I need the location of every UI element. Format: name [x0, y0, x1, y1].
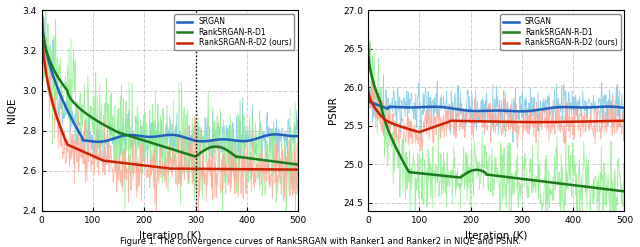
Y-axis label: PSNR: PSNR [328, 97, 338, 124]
SRGAN [364, 100, 372, 103]
SRGAN [517, 110, 525, 113]
X-axis label: Iteration (K): Iteration (K) [139, 230, 201, 240]
RankSRGAN-R-D1 [161, 145, 169, 148]
RankSRGAN-R-D2 (ours) [517, 121, 525, 124]
SRGAN [503, 109, 511, 112]
RankSRGAN-R-D1 [159, 145, 167, 148]
RankSRGAN-R-D2 (ours) [621, 119, 628, 122]
Line: SRGAN: SRGAN [368, 101, 625, 111]
SRGAN [38, 13, 45, 16]
RankSRGAN-R-D2 (ours) [294, 168, 302, 171]
RankSRGAN-R-D1 [191, 155, 198, 158]
SRGAN [615, 106, 623, 109]
SRGAN [486, 109, 493, 112]
RankSRGAN-R-D2 (ours) [159, 166, 167, 169]
RankSRGAN-R-D2 (ours) [38, 13, 45, 16]
SRGAN [177, 135, 185, 138]
RankSRGAN-R-D2 (ours) [615, 119, 623, 122]
SRGAN [621, 106, 628, 109]
Line: RankSRGAN-R-D1: RankSRGAN-R-D1 [42, 10, 298, 165]
SRGAN [160, 134, 168, 137]
Line: RankSRGAN-R-D2 (ours): RankSRGAN-R-D2 (ours) [42, 14, 298, 170]
RankSRGAN-R-D2 (ours) [364, 86, 372, 89]
RankSRGAN-R-D2 (ours) [191, 167, 198, 170]
RankSRGAN-R-D1 [177, 150, 184, 153]
X-axis label: Iteration (K): Iteration (K) [465, 230, 527, 240]
RankSRGAN-R-D1 [488, 174, 495, 177]
SRGAN [248, 138, 256, 141]
RankSRGAN-R-D2 (ours) [415, 131, 423, 134]
RankSRGAN-R-D1 [516, 177, 524, 180]
RankSRGAN-R-D2 (ours) [248, 168, 256, 171]
SRGAN [488, 109, 495, 112]
RankSRGAN-R-D2 (ours) [288, 168, 296, 171]
SRGAN [516, 110, 524, 113]
Line: RankSRGAN-R-D2 (ours): RankSRGAN-R-D2 (ours) [368, 87, 625, 132]
RankSRGAN-R-D1 [288, 162, 296, 165]
SRGAN [289, 135, 296, 138]
RankSRGAN-R-D2 (ours) [488, 120, 496, 123]
RankSRGAN-R-D1 [614, 189, 622, 192]
RankSRGAN-R-D1 [503, 176, 511, 179]
Line: RankSRGAN-R-D1: RankSRGAN-R-D1 [368, 45, 625, 191]
RankSRGAN-R-D2 (ours) [575, 120, 582, 123]
RankSRGAN-R-D1 [574, 184, 582, 187]
RankSRGAN-R-D1 [621, 190, 628, 193]
SRGAN [95, 140, 102, 143]
RankSRGAN-R-D1 [248, 157, 256, 160]
RankSRGAN-R-D2 (ours) [161, 166, 169, 169]
SRGAN [575, 106, 582, 109]
RankSRGAN-R-D1 [486, 173, 493, 176]
Legend: SRGAN, RankSRGAN-R-D1, RankSRGAN-R-D2 (ours): SRGAN, RankSRGAN-R-D1, RankSRGAN-R-D2 (o… [174, 14, 294, 50]
RankSRGAN-R-D1 [38, 9, 45, 12]
SRGAN [294, 135, 302, 138]
RankSRGAN-R-D2 (ours) [504, 120, 511, 123]
Legend: SRGAN, RankSRGAN-R-D1, RankSRGAN-R-D2 (ours): SRGAN, RankSRGAN-R-D1, RankSRGAN-R-D2 (o… [500, 14, 621, 50]
SRGAN [162, 134, 170, 137]
RankSRGAN-R-D2 (ours) [177, 167, 184, 170]
RankSRGAN-R-D2 (ours) [486, 120, 494, 123]
Y-axis label: NIQE: NIQE [7, 98, 17, 123]
RankSRGAN-R-D1 [364, 44, 372, 47]
Text: Figure 1. The convergence curves of RankSRGAN with Ranker1 and Ranker2 in NIQE a: Figure 1. The convergence curves of Rank… [120, 237, 520, 246]
Line: SRGAN: SRGAN [42, 14, 298, 142]
SRGAN [191, 139, 198, 142]
RankSRGAN-R-D1 [294, 163, 302, 166]
